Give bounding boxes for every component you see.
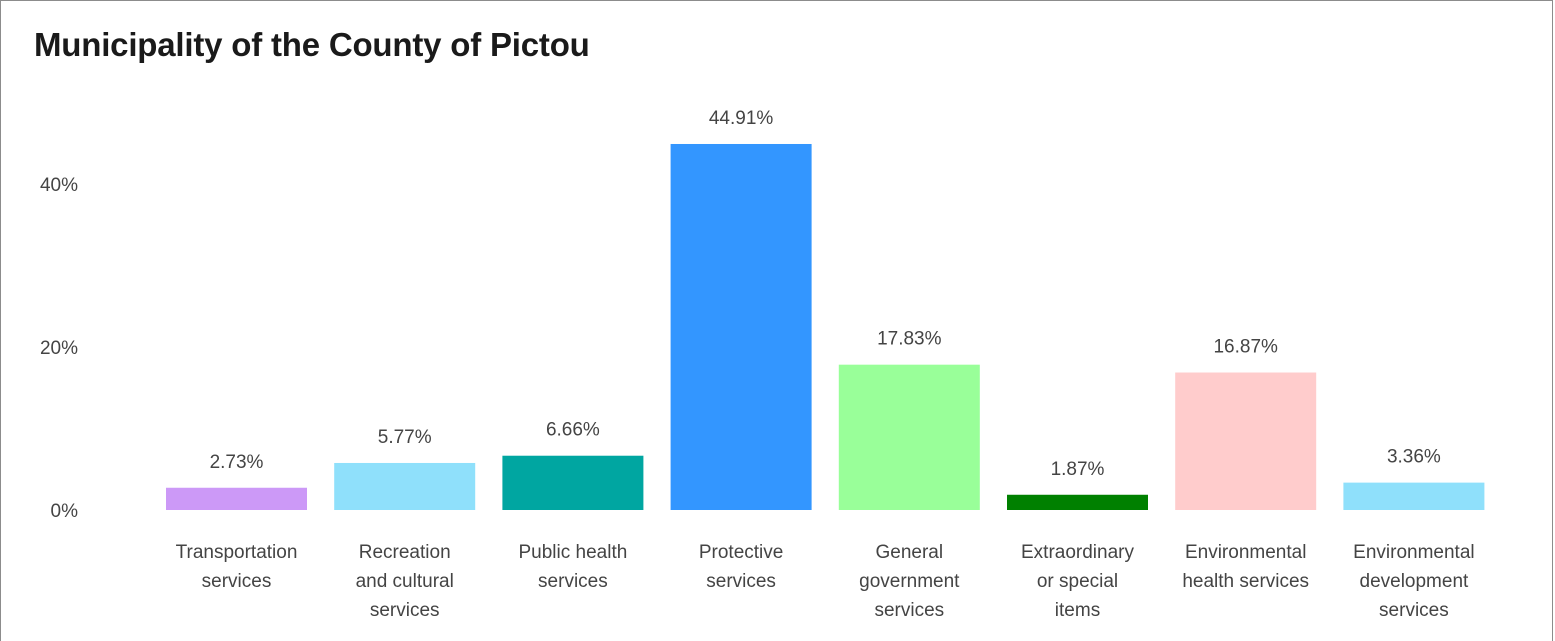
x-tick-label-line: development — [1360, 571, 1470, 592]
x-tick-label-line: services — [202, 571, 272, 592]
bar[interactable] — [838, 364, 980, 510]
x-tick-label-line: services — [874, 600, 944, 621]
y-tick-label: 0% — [51, 501, 79, 522]
x-tick-label: General government services — [859, 542, 960, 621]
bar[interactable] — [334, 462, 476, 510]
bar[interactable] — [1343, 482, 1485, 510]
x-tick-label-line: Recreation — [359, 542, 451, 563]
x-tick-label: Environmental health services — [1182, 542, 1309, 592]
data-label: 1.87% — [1051, 459, 1105, 480]
y-tick-label: 20% — [40, 338, 78, 359]
y-tick-label: 40% — [40, 175, 78, 196]
x-tick-label-line: health services — [1182, 571, 1309, 592]
x-tick-label-line: and cultural — [356, 571, 454, 592]
x-tick-label: Environmental development services — [1353, 542, 1474, 621]
x-tick-label: Recreation and cultural services — [356, 542, 454, 621]
x-tick-label-line: services — [538, 571, 608, 592]
bar[interactable] — [166, 487, 307, 510]
data-label: 16.87% — [1213, 337, 1278, 358]
x-tick-label: Public health services — [519, 542, 628, 592]
data-label: 5.77% — [378, 427, 432, 448]
data-label: 44.91% — [709, 108, 774, 129]
chart-title: Municipality of the County of Pictou — [34, 26, 590, 63]
x-tick-label-line: Environmental — [1185, 542, 1306, 563]
bar[interactable] — [670, 143, 812, 510]
x-tick-label-line: government — [859, 571, 960, 592]
bar[interactable] — [502, 455, 644, 510]
bar[interactable] — [1007, 494, 1148, 510]
x-tick-label-line: Extraordinary — [1021, 542, 1134, 563]
x-tick-label-line: services — [706, 571, 776, 592]
x-tick-label-line: items — [1055, 600, 1100, 621]
x-tick-label-line: Environmental — [1353, 542, 1474, 563]
x-tick-label-line: Transportation — [176, 542, 298, 563]
bar[interactable] — [1175, 372, 1317, 510]
x-tick-label-line: services — [370, 600, 440, 621]
x-tick-label-line: Protective — [699, 542, 783, 563]
x-tick-label-line: or special — [1037, 571, 1118, 592]
data-label: 3.36% — [1387, 447, 1441, 468]
data-label: 17.83% — [877, 329, 942, 350]
data-label: 6.66% — [546, 420, 600, 441]
data-label: 2.73% — [210, 452, 264, 473]
x-tick-label-line: General — [875, 542, 943, 563]
x-tick-label: Transportation services — [176, 542, 298, 592]
x-tick-label-line: services — [1379, 600, 1449, 621]
x-tick-label: Protective services — [699, 542, 783, 592]
x-tick-label-line: Public health — [519, 542, 628, 563]
x-tick-label: Extraordinary or special items — [1021, 542, 1134, 621]
